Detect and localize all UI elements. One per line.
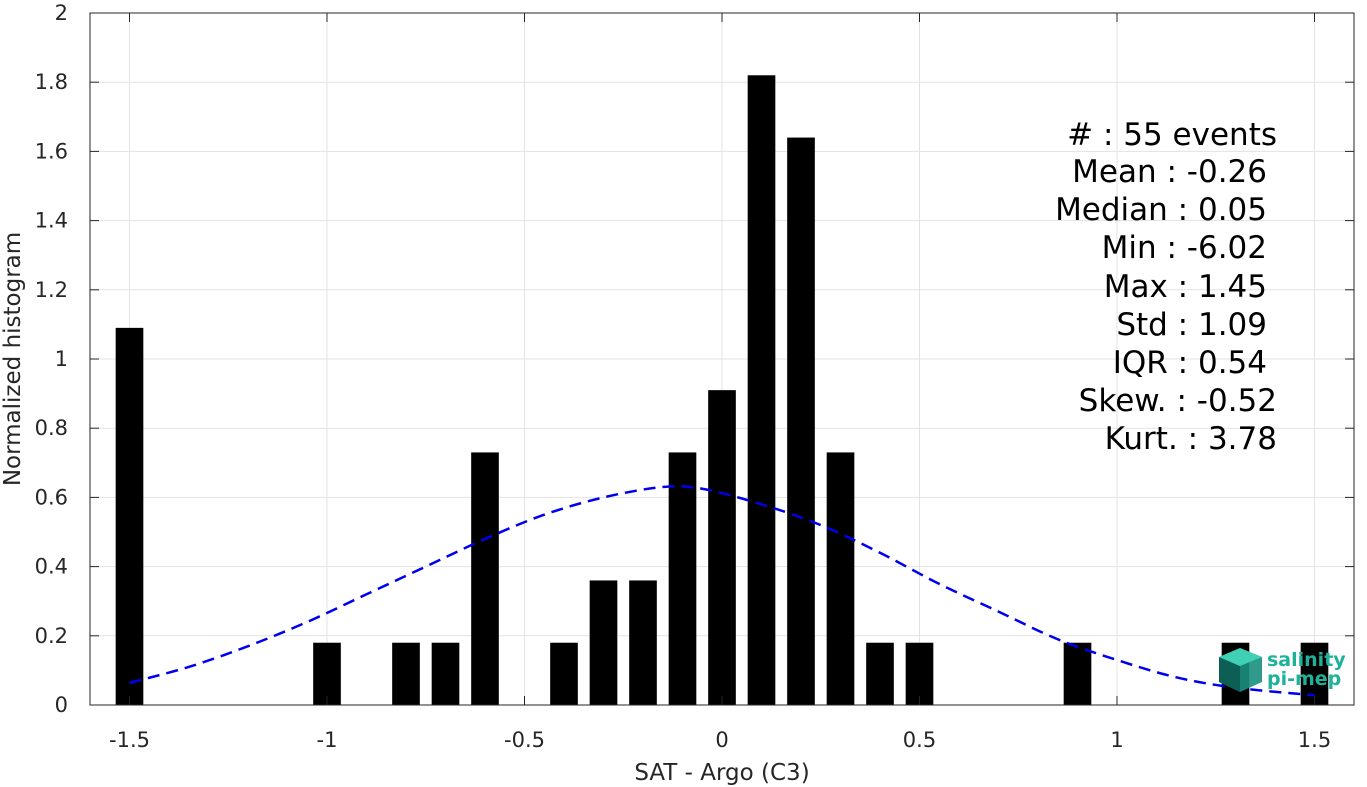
stats-count: # : 55 events [1067,117,1277,153]
histogram-bars [115,75,1329,705]
logo-line-1: salinity [1267,649,1346,671]
histogram-bar [905,642,934,705]
logo-line-2: pi-mep [1267,668,1341,690]
x-tick-label: -1 [317,728,338,752]
normal-fit-curve [129,484,1315,697]
histogram-bar [1063,642,1092,705]
histogram-bar [431,642,460,705]
x-tick-label: -1.5 [109,728,150,752]
logo-cube-face [1219,657,1240,692]
y-tick-label: 1 [55,347,68,371]
y-tick-labels: 0 0.2 0.4 0.6 0.8 1 1.2 1.4 1.6 1.8 2 [35,1,68,717]
x-tick-label: 1 [1110,728,1123,752]
histogram-bar [392,642,420,705]
y-tick-label: 1.2 [35,278,68,302]
y-tick-label: 0.4 [35,555,68,579]
histogram-bar [708,390,736,705]
histogram-bar [550,642,578,705]
stats-box: # : 55 events Mean : -0.26 Median : 0.05… [1055,117,1277,457]
histogram-bar [629,580,657,705]
y-tick-label: 0 [55,693,68,717]
x-tick-label: 0 [715,728,728,752]
logo-cube-top [1219,648,1262,666]
histogram-bar [471,452,499,705]
histogram-bar [787,137,815,705]
axis-ticks [90,12,1354,706]
stats-median: Median : 0.05 [1055,192,1267,228]
histogram-bar [866,642,894,705]
stats-min: Min : -6.02 [1102,230,1267,266]
salinity-pimep-logo: salinity pi-mep [1219,648,1346,692]
x-tick-labels: -1.5 -1 -0.5 0 0.5 1 1.5 [109,728,1331,752]
y-tick-label: 1.6 [35,139,68,163]
stats-std: Std : 1.09 [1116,307,1267,343]
histogram-bar [747,75,776,705]
stats-kurt: Kurt. : 3.78 [1105,421,1277,457]
x-axis-title: SAT - Argo (C3) [634,760,809,786]
histogram-bar [826,452,855,705]
stats-mean: Mean : -0.26 [1072,154,1267,190]
histogram-bar [589,580,618,705]
y-tick-label: 0.8 [35,416,68,440]
histogram-bar [115,327,144,705]
histogram-bar [313,642,341,705]
y-tick-label: 2 [55,1,68,25]
y-tick-label: 1.4 [35,209,68,233]
y-tick-label: 0.6 [35,485,68,509]
stats-iqr: IQR : 0.54 [1113,345,1267,381]
y-tick-label: 1.8 [35,70,68,94]
stats-max: Max : 1.45 [1104,269,1267,305]
stats-skew: Skew. : -0.52 [1079,383,1277,419]
x-tick-label: -0.5 [504,728,545,752]
histogram-bar [668,452,697,705]
y-tick-label: 0.2 [35,624,68,648]
x-tick-label: 1.5 [1298,728,1331,752]
y-axis-title: Normalized histogram [0,232,26,486]
x-tick-label: 0.5 [903,728,936,752]
